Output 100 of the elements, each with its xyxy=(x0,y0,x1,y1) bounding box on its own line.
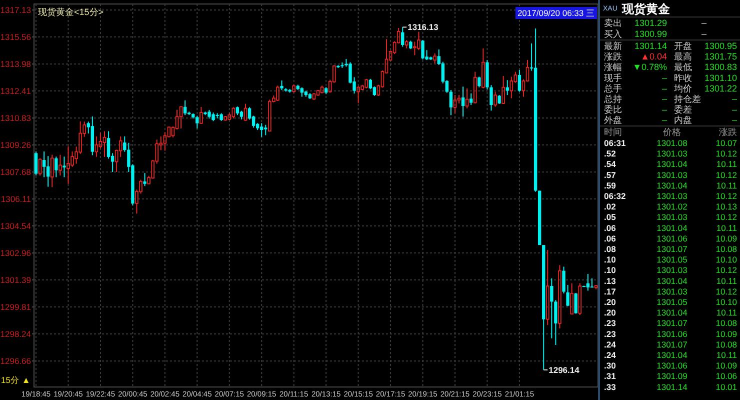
text: 10.12 xyxy=(716,170,738,180)
chart-title: 现货黄金<15分> xyxy=(38,7,104,17)
text: 1301.04 xyxy=(656,222,688,233)
text: 10.09 xyxy=(716,233,738,244)
text: 1301.07 xyxy=(656,244,688,254)
text: 10.10 xyxy=(716,254,738,265)
text: .24 xyxy=(604,350,616,360)
annotation: 1296.14 xyxy=(548,364,580,375)
text: .23 xyxy=(604,318,616,328)
text: 10.08 xyxy=(716,318,738,328)
text: 06:31 xyxy=(604,138,626,148)
text: 1301.07 xyxy=(656,339,688,350)
text: .23 xyxy=(604,328,616,339)
text: 1300.95 xyxy=(704,41,737,51)
text: 外盘 xyxy=(604,115,622,126)
annotation: 1316.13 xyxy=(408,22,439,32)
text: 1300.99 xyxy=(634,29,667,39)
text: 委差 xyxy=(674,104,692,115)
text: 最新 xyxy=(604,41,622,51)
text: .13 xyxy=(604,276,616,286)
text: 10.13 xyxy=(716,202,738,212)
text: – xyxy=(701,29,707,39)
text: 最低 xyxy=(674,62,692,72)
y-tick-label: 1302.96 xyxy=(0,248,32,258)
text: – xyxy=(662,115,667,126)
text: 1301.10 xyxy=(704,72,737,83)
text: 1301.29 xyxy=(634,18,667,28)
y-tick-label: 1309.26 xyxy=(0,140,32,150)
text: 10.07 xyxy=(716,138,738,148)
text: – xyxy=(662,72,667,83)
y-tick-label: 1301.39 xyxy=(0,274,32,285)
text: 1301.06 xyxy=(656,360,688,371)
text: – xyxy=(662,83,667,94)
text: 1301.07 xyxy=(656,318,688,328)
y-tick-label: 1313.98 xyxy=(0,59,32,70)
text: .52 xyxy=(604,148,616,159)
y-tick-label: 1299.81 xyxy=(0,302,32,312)
text: 1301.22 xyxy=(704,83,737,94)
text: 1301.04 xyxy=(656,276,688,286)
text: 昨收 xyxy=(674,72,692,83)
y-tick-label: 1317.13 xyxy=(0,5,32,15)
text: 10.11 xyxy=(716,222,738,233)
text: 10.08 xyxy=(716,244,738,254)
text: 时间 xyxy=(604,127,622,137)
text: ▲0.04 xyxy=(640,52,667,62)
text: – xyxy=(662,104,667,115)
y-tick-label: 1315.56 xyxy=(0,32,32,42)
y-tick-label: 1296.66 xyxy=(0,356,32,366)
text: .30 xyxy=(604,360,616,371)
text: .08 xyxy=(604,244,616,254)
text: 10.10 xyxy=(716,297,738,307)
text: 1301.09 xyxy=(656,371,688,382)
text: .59 xyxy=(604,180,616,190)
text: 1300.83 xyxy=(704,62,737,72)
text: 10.11 xyxy=(716,350,738,360)
text: – xyxy=(732,94,737,104)
y-tick-label: 1307.68 xyxy=(0,167,32,178)
text: 1301.14 xyxy=(634,41,667,51)
text: 均价 xyxy=(673,83,692,94)
text: 10.12 xyxy=(716,286,738,296)
text: 15分 ▲ xyxy=(1,375,30,385)
text: 10.11 xyxy=(716,180,738,190)
text: .20 xyxy=(604,297,616,307)
text: 10.09 xyxy=(716,360,738,371)
text: 10.09 xyxy=(716,328,738,339)
text: 1301.02 xyxy=(656,202,688,212)
text: 1301.06 xyxy=(656,233,688,244)
text: 10.11 xyxy=(716,276,738,286)
text: 1301.04 xyxy=(656,180,688,190)
text: .02 xyxy=(604,202,616,212)
text: 总手 xyxy=(603,83,622,94)
text: 1301.05 xyxy=(656,297,688,307)
text: .31 xyxy=(604,371,616,382)
text: .10 xyxy=(604,265,616,276)
text: 10.11 xyxy=(716,308,738,318)
text: 涨幅 xyxy=(604,62,622,72)
text: 最高 xyxy=(674,52,692,62)
text: .54 xyxy=(604,159,616,170)
text: 卖出 xyxy=(604,18,622,28)
text: 持仓差 xyxy=(674,94,701,104)
text: .05 xyxy=(604,212,616,222)
text: .20 xyxy=(604,308,616,318)
y-tick-label: 1306.11 xyxy=(0,194,32,204)
text: 10.12 xyxy=(716,265,738,276)
text: .17 xyxy=(604,286,616,296)
text: 10.01 xyxy=(716,382,738,392)
text: .06 xyxy=(604,222,616,233)
y-tick-label: 1298.24 xyxy=(0,328,32,339)
text: 06:32 xyxy=(604,191,626,201)
text: 委比 xyxy=(604,104,622,115)
text: 1301.08 xyxy=(656,138,688,148)
text: .24 xyxy=(604,339,616,350)
text: .33 xyxy=(604,382,616,392)
text: 10.12 xyxy=(716,212,738,222)
text: – xyxy=(732,104,737,115)
text: 1301.03 xyxy=(656,170,688,180)
text: 1301.03 xyxy=(656,148,688,159)
text: 1301.04 xyxy=(656,350,688,360)
text: 价格 xyxy=(662,127,681,137)
text: 10.11 xyxy=(716,159,738,170)
